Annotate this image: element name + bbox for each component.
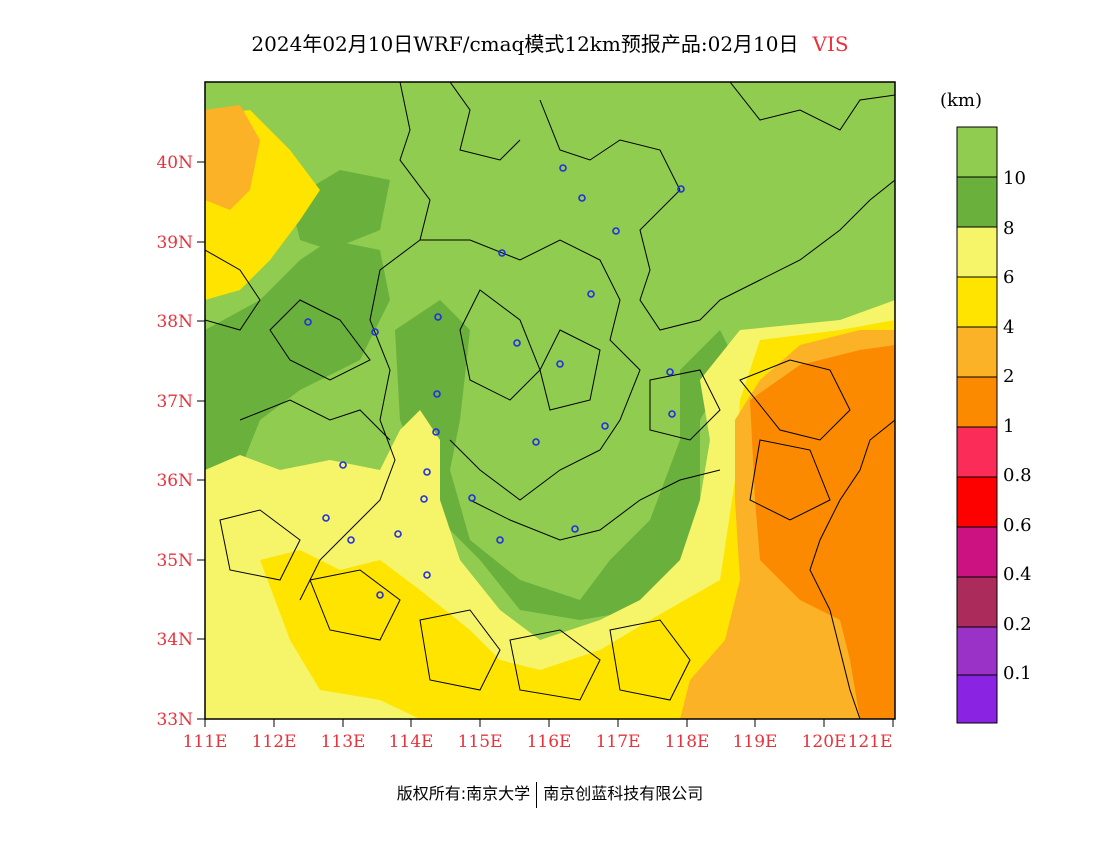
- y-tick-label: 33N: [156, 710, 193, 730]
- legend-label: 0.4: [1003, 564, 1032, 585]
- location-ring-icon: [666, 368, 674, 376]
- location-ring-icon: [587, 290, 595, 298]
- location-ring-icon: [432, 428, 440, 436]
- x-tick-label: 111E: [183, 732, 228, 752]
- legend-label: 0.2: [1003, 614, 1032, 635]
- location-ring-icon: [668, 410, 676, 418]
- legend-label: 0.6: [1003, 515, 1032, 536]
- map-title: 2024年02月10日WRF/cmaq模式12km预报产品:02月10日 VIS: [0, 28, 1100, 57]
- title-text: 2024年02月10日WRF/cmaq模式12km预报产品:02月10日: [251, 32, 799, 56]
- x-tick-label: 119E: [733, 732, 778, 752]
- location-ring-icon: [376, 591, 384, 599]
- dark-green-band-central: [395, 300, 735, 620]
- location-ring-icon: [423, 571, 431, 579]
- legend-label: 0.1: [1003, 663, 1032, 684]
- legend-swatch: [956, 276, 998, 328]
- light-orange-region-north: [205, 105, 260, 210]
- legend-swatch: [956, 326, 998, 378]
- variable-name: VIS: [812, 32, 849, 56]
- y-axis-labels: 33N 34N 35N 36N 37N 38N 39N 40N: [156, 153, 193, 730]
- location-ring-icon: [304, 318, 312, 326]
- y-tick-label: 40N: [156, 153, 193, 173]
- location-ring-icon: [601, 422, 609, 430]
- legend-label: 10: [1003, 168, 1026, 189]
- x-tick-label: 113E: [321, 732, 366, 752]
- legend-label: 8: [1003, 218, 1015, 239]
- legend-swatch: [956, 526, 998, 578]
- location-ring-icon: [498, 249, 506, 257]
- location-ring-icon: [420, 495, 428, 503]
- copyright-right: 南京创蓝科技有限公司: [543, 784, 704, 803]
- location-ring-icon: [677, 185, 685, 193]
- legend-swatch: [956, 476, 998, 528]
- axis-ticks: [197, 161, 894, 727]
- legend-label: 0.8: [1003, 465, 1032, 486]
- legend-swatch: [956, 626, 998, 676]
- x-tick-label: 115E: [458, 732, 503, 752]
- x-tick-label: 120E: [802, 732, 847, 752]
- legend-label: 2: [1003, 366, 1015, 387]
- location-ring-icon: [612, 227, 620, 235]
- location-ring-icon: [532, 438, 540, 446]
- y-tick-label: 34N: [156, 630, 193, 650]
- legend-swatch: [956, 126, 998, 178]
- legend-swatch: [956, 226, 998, 278]
- legend-swatch: [956, 426, 998, 478]
- location-ring-icon: [433, 390, 441, 398]
- location-ring-icon: [578, 194, 586, 202]
- x-tick-label: 112E: [252, 732, 297, 752]
- y-tick-label: 39N: [156, 233, 193, 253]
- x-tick-label: 114E: [389, 732, 434, 752]
- location-ring-icon: [394, 530, 402, 538]
- x-axis-labels: 111E 112E 113E 114E 115E 116E 117E 118E …: [183, 732, 893, 752]
- location-ring-icon: [559, 164, 567, 172]
- legend-colorbar: [956, 126, 998, 724]
- legend-swatch: [956, 376, 998, 428]
- location-ring-icon: [468, 494, 476, 502]
- location-ring-icon: [513, 339, 521, 347]
- legend-label: 4: [1003, 317, 1015, 338]
- legend-label: 6: [1003, 267, 1015, 288]
- copyright-left: 版权所有:南京大学: [396, 784, 531, 803]
- orange-region: [750, 345, 895, 719]
- legend-unit: (km): [940, 90, 983, 111]
- location-ring-icon: [339, 461, 347, 469]
- location-ring-icon: [571, 525, 579, 533]
- legend-label: 1: [1003, 416, 1015, 437]
- location-ring-icon: [423, 468, 431, 476]
- x-tick-label: 117E: [596, 732, 641, 752]
- legend-swatch: [956, 576, 998, 628]
- x-tick-label: 121E: [848, 732, 893, 752]
- x-tick-label: 118E: [665, 732, 710, 752]
- forecast-field: [205, 82, 895, 719]
- copyright-footer: 版权所有:南京大学 南京创蓝科技有限公司: [0, 780, 1100, 808]
- legend-swatch: [956, 674, 998, 724]
- location-ring-icon: [371, 328, 379, 336]
- city-markers: [304, 164, 685, 599]
- y-tick-label: 36N: [156, 471, 193, 491]
- y-tick-label: 38N: [156, 312, 193, 332]
- location-ring-icon: [347, 536, 355, 544]
- boundary-lines: [205, 82, 895, 719]
- location-ring-icon: [322, 514, 330, 522]
- legend-swatch: [956, 176, 998, 228]
- location-ring-icon: [434, 313, 442, 321]
- y-tick-label: 37N: [156, 392, 193, 412]
- location-ring-icon: [496, 536, 504, 544]
- footer-separator: [536, 781, 538, 808]
- x-tick-label: 116E: [527, 732, 572, 752]
- location-ring-icon: [556, 360, 564, 368]
- y-tick-label: 35N: [156, 551, 193, 571]
- dark-green-band-west: [205, 240, 390, 480]
